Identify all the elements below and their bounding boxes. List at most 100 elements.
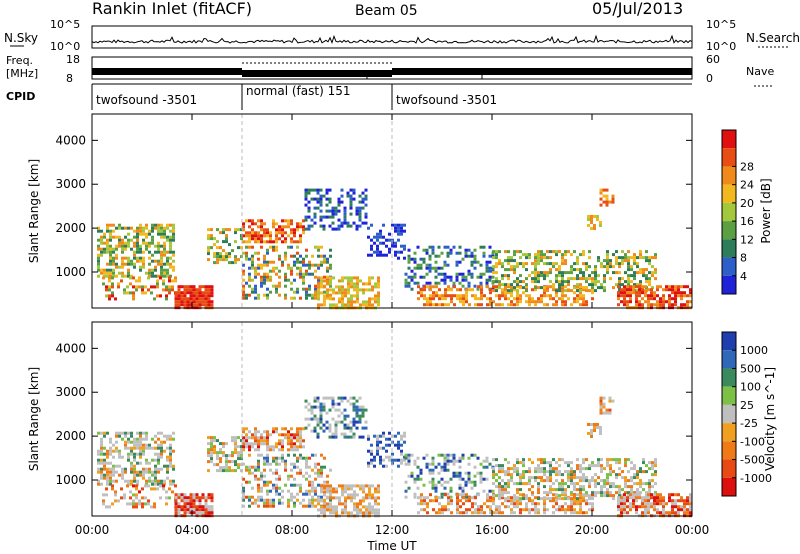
- range-cell: [293, 442, 296, 446]
- range-cell: [624, 259, 627, 263]
- range-cell: [237, 454, 240, 458]
- range-cell: [163, 244, 166, 248]
- range-cell: [516, 467, 519, 471]
- range-cell: [263, 439, 266, 443]
- range-cell: [543, 294, 546, 298]
- freq-bar: [392, 68, 692, 75]
- range-cell: [210, 237, 213, 241]
- range-cell: [103, 247, 106, 251]
- range-cell: [656, 288, 659, 292]
- range-cell: [617, 505, 620, 509]
- range-cell: [337, 203, 341, 207]
- range-cell: [328, 197, 332, 201]
- range-cell: [166, 467, 169, 471]
- range-cell: [473, 474, 477, 478]
- range-cell: [118, 226, 121, 230]
- range-cell: [498, 262, 501, 266]
- range-cell: [447, 288, 450, 292]
- range-cell: [245, 433, 248, 437]
- range-cell: [254, 284, 257, 288]
- range-cell: [222, 231, 225, 235]
- range-cell: [160, 431, 163, 435]
- range-cell: [498, 250, 501, 254]
- range-cell: [346, 435, 350, 439]
- range-cell: [627, 494, 630, 498]
- range-cell: [180, 294, 184, 298]
- range-cell: [612, 497, 615, 501]
- range-cell: [413, 272, 417, 276]
- range-cell: [446, 275, 450, 279]
- range-cell: [537, 277, 540, 281]
- range-cell: [132, 285, 135, 289]
- range-cell: [407, 260, 411, 264]
- range-cell: [615, 458, 618, 462]
- range-cell: [492, 300, 495, 304]
- range-cell: [109, 262, 112, 266]
- range-cell: [371, 511, 374, 515]
- range-cell: [633, 259, 636, 263]
- range-cell: [326, 484, 329, 488]
- range-cell: [437, 245, 441, 249]
- range-cell: [452, 474, 456, 478]
- range-cell: [195, 288, 199, 292]
- range-cell: [534, 300, 537, 304]
- range-cell: [240, 451, 243, 455]
- range-cell: [593, 423, 596, 426]
- range-cell: [248, 445, 251, 449]
- range-cell: [373, 241, 376, 245]
- range-cell: [299, 225, 302, 229]
- range-cell: [561, 482, 564, 486]
- range-cell: [618, 488, 621, 492]
- range-cell: [624, 479, 627, 483]
- range-cell: [626, 291, 629, 295]
- range-cell: [341, 484, 344, 488]
- range-cell: [237, 228, 240, 232]
- range-cell: [160, 235, 163, 239]
- range-cell: [311, 498, 314, 502]
- range-cell: [570, 265, 573, 269]
- range-cell: [534, 271, 537, 275]
- range-cell: [341, 279, 344, 283]
- range-cell: [201, 285, 205, 289]
- range-cell: [382, 464, 385, 468]
- range-cell: [504, 488, 507, 492]
- range-cell: [641, 303, 644, 307]
- range-cell: [141, 291, 144, 295]
- range-cell: [260, 228, 263, 232]
- range-cell: [367, 434, 370, 438]
- range-cell: [334, 435, 338, 439]
- range-cell: [654, 458, 657, 462]
- range-cell: [323, 257, 326, 261]
- range-cell: [186, 511, 190, 515]
- range-cell: [464, 480, 468, 484]
- range-cell: [597, 476, 600, 480]
- range-cell: [653, 297, 656, 301]
- range-cell: [540, 297, 543, 301]
- range-cell: [388, 443, 391, 447]
- range-cell: [379, 250, 382, 254]
- range-cell: [112, 464, 115, 468]
- range-cell: [299, 272, 302, 276]
- range-cell: [654, 277, 657, 281]
- range-cell: [570, 253, 573, 257]
- range-cell: [189, 511, 193, 515]
- range-cell: [192, 303, 196, 307]
- range-cell: [534, 256, 537, 260]
- range-cell: [329, 279, 332, 283]
- range-cell: [287, 501, 290, 505]
- range-cell: [317, 266, 320, 270]
- range-cell: [683, 508, 686, 512]
- range-cell: [492, 494, 495, 498]
- range-cell: [516, 297, 519, 301]
- range-cell: [624, 476, 627, 480]
- range-cell: [367, 461, 370, 465]
- range-cell: [192, 505, 196, 509]
- range-cell: [510, 286, 513, 290]
- range-cell: [689, 496, 692, 500]
- range-cell: [437, 266, 441, 270]
- range-cell: [169, 247, 172, 251]
- range-cell: [513, 502, 516, 506]
- range-cell: [231, 249, 234, 253]
- range-cell: [263, 480, 266, 484]
- range-cell: [151, 437, 154, 441]
